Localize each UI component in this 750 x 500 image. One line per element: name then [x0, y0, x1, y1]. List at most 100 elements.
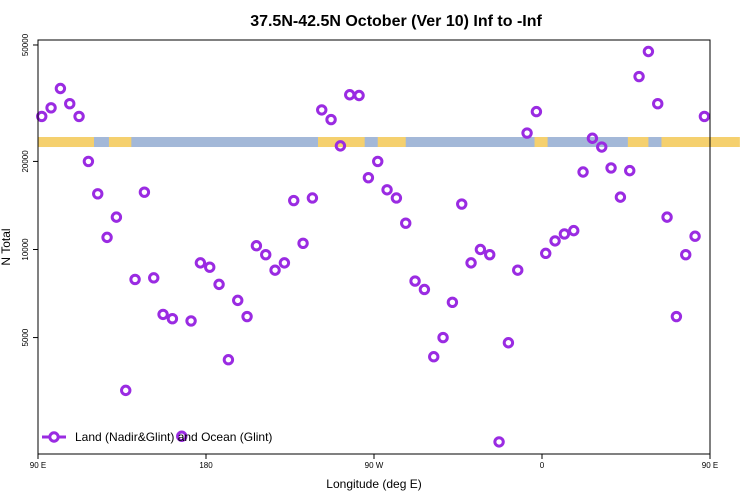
- data-point: [680, 248, 692, 261]
- x-tick-label: 90 E: [30, 461, 46, 470]
- data-point: [241, 310, 253, 323]
- data-point: [372, 155, 384, 168]
- data-point: [502, 337, 515, 349]
- data-point: [129, 273, 141, 286]
- data-point: [624, 164, 636, 177]
- data-point: [101, 231, 113, 244]
- legend-label: Land (Nadir&Glint) and Ocean (Glint): [75, 430, 272, 444]
- data-point: [577, 166, 589, 178]
- data-point: [166, 313, 179, 325]
- data-point: [390, 192, 403, 204]
- data-point: [325, 113, 337, 126]
- ocean-band: [38, 137, 710, 148]
- data-point: [82, 155, 95, 168]
- data-point: [232, 294, 244, 307]
- data-point: [316, 104, 328, 116]
- data-point: [381, 184, 393, 196]
- data-point: [353, 89, 365, 102]
- x-axis-title: Longitude (deg E): [326, 477, 421, 491]
- data-points: [36, 45, 711, 448]
- data-point: [521, 127, 533, 139]
- data-point: [465, 257, 477, 269]
- data-point: [661, 211, 673, 223]
- data-point: [269, 264, 281, 276]
- data-point: [698, 110, 711, 123]
- data-point: [484, 248, 496, 261]
- data-point: [110, 211, 123, 223]
- data-point: [652, 97, 664, 110]
- data-point: [512, 264, 524, 276]
- data-point: [446, 296, 459, 308]
- data-point: [194, 257, 207, 269]
- data-point: [222, 354, 235, 366]
- data-point: [64, 97, 76, 110]
- data-point: [344, 89, 356, 101]
- data-point: [493, 436, 505, 448]
- plot-area: [36, 39, 740, 455]
- data-point: [297, 237, 309, 249]
- data-point: [586, 132, 599, 144]
- y-tick-label: 50000: [21, 33, 30, 56]
- land-segment: [534, 137, 548, 148]
- y-tick-label: 10000: [21, 238, 30, 261]
- data-point: [558, 228, 571, 240]
- land-segment: [377, 137, 406, 148]
- data-point: [148, 272, 160, 284]
- data-point: [288, 194, 300, 207]
- data-point: [92, 188, 104, 200]
- data-point: [418, 283, 431, 296]
- data-point: [409, 275, 421, 287]
- data-point: [176, 430, 188, 442]
- data-point: [138, 186, 151, 198]
- data-point: [474, 243, 487, 256]
- data-point: [605, 162, 617, 174]
- data-point: [689, 230, 701, 242]
- data-point: [437, 331, 449, 344]
- data-point: [549, 235, 561, 247]
- x-tick-label: 180: [199, 461, 213, 470]
- data-point: [642, 45, 655, 58]
- plot-frame: [37, 39, 711, 455]
- data-point: [204, 261, 216, 273]
- data-point: [400, 217, 412, 229]
- data-point: [596, 141, 608, 153]
- data-point: [614, 191, 627, 203]
- surface-strip: [38, 137, 740, 148]
- data-point: [334, 140, 347, 152]
- data-point: [362, 171, 375, 184]
- legend: Land (Nadir&Glint) and Ocean (Glint): [42, 430, 272, 444]
- data-point: [633, 70, 645, 83]
- land-segment: [661, 137, 740, 148]
- y-axis: 5000 10000 20000 50000: [21, 33, 38, 346]
- land-segment: [38, 137, 94, 148]
- data-point: [250, 240, 263, 252]
- data-point: [306, 192, 319, 204]
- land-segment: [627, 137, 649, 148]
- chart-title: 37.5N-42.5N October (Ver 10) Inf to -Inf: [250, 13, 542, 30]
- legend-marker: [48, 431, 60, 443]
- data-point: [73, 110, 85, 123]
- x-tick-label: 90 W: [365, 461, 384, 470]
- data-point: [36, 110, 48, 123]
- y-tick-label: 20000: [21, 150, 30, 173]
- data-point: [670, 310, 683, 323]
- data-point: [540, 247, 552, 260]
- data-point: [278, 257, 291, 269]
- data-point: [260, 248, 272, 261]
- data-point: [45, 102, 57, 114]
- data-point: [157, 308, 169, 321]
- x-axis: 90 E 180 90 W 0 90 E: [30, 454, 718, 470]
- data-point: [456, 198, 468, 210]
- data-point: [120, 384, 132, 397]
- data-point: [185, 315, 197, 327]
- data-point: [568, 224, 580, 237]
- data-point: [428, 351, 440, 363]
- data-point: [213, 278, 225, 291]
- x-tick-label: 0: [540, 461, 545, 470]
- x-tick-label: 90 E: [702, 461, 718, 470]
- data-point: [530, 105, 543, 118]
- data-point: [54, 82, 67, 95]
- y-tick-label: 5000: [21, 328, 30, 346]
- y-axis-title: N Total: [0, 228, 13, 265]
